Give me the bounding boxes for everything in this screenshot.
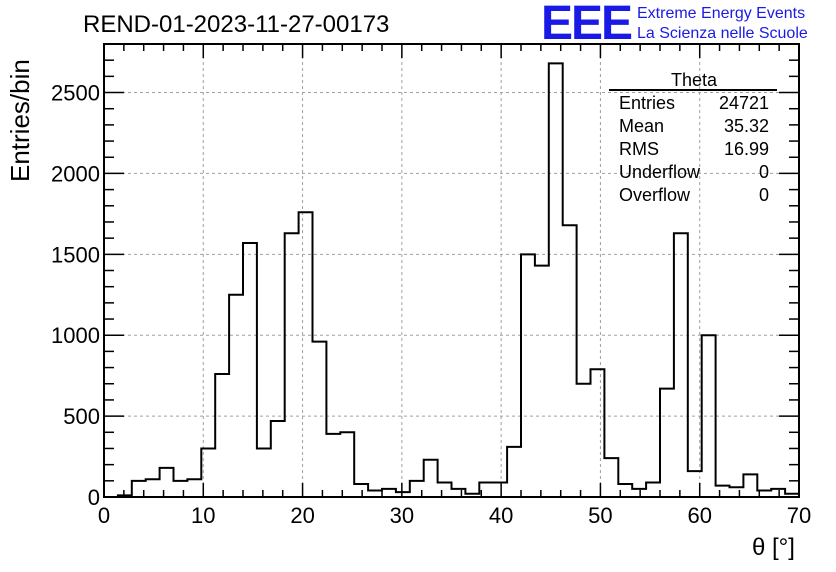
- stats-row-underflow: Underflow 0: [619, 161, 769, 184]
- grid-lines: [104, 44, 799, 497]
- histogram-bin: [549, 63, 563, 497]
- y-tick-label: 500: [63, 404, 100, 429]
- histogram-bin: [493, 482, 507, 497]
- stats-key: Underflow: [619, 162, 701, 182]
- histogram-bin: [354, 484, 368, 497]
- logo-caption-line2: La Scienza nelle Scuole: [637, 25, 808, 42]
- x-axis-label: θ [°]: [752, 534, 795, 561]
- histogram-bin: [632, 489, 646, 497]
- histogram-bin: [771, 489, 785, 497]
- x-tick-label: 60: [687, 503, 711, 528]
- histogram-bin: [160, 468, 174, 497]
- histogram-bin: [702, 335, 716, 497]
- x-tick-label: 50: [588, 503, 612, 528]
- stats-row-overflow: Overflow 0: [619, 184, 769, 207]
- histogram-bin: [215, 374, 229, 497]
- stats-row-mean: Mean 35.32: [619, 115, 769, 138]
- stats-row-entries: Entries 24721: [619, 92, 769, 115]
- histogram-bin: [285, 233, 299, 497]
- histogram-bin: [424, 460, 438, 497]
- histogram-bin: [313, 342, 327, 497]
- histogram-bin: [660, 389, 674, 497]
- histogram-bin: [730, 487, 744, 497]
- axis-ticks: [103, 43, 800, 498]
- y-tick-label: 1500: [51, 242, 100, 267]
- histogram-bin: [674, 233, 688, 497]
- run-title: REND-01-2023-11-27-00173: [83, 11, 390, 38]
- x-tick-label: 30: [390, 503, 414, 528]
- stats-box: Theta Entries 24721 Mean 35.32 RMS 16.99…: [609, 70, 779, 205]
- logo-caption-line1: Extreme Energy Events: [637, 5, 806, 22]
- stats-value: 0: [758, 162, 769, 182]
- histogram-bin: [591, 369, 605, 497]
- stats-divider: [609, 89, 777, 91]
- histogram-bin: [174, 481, 188, 497]
- tick-labels: 0 10 20 30 40 50 60 70 0 500 1000 1500 2000 2500: [51, 81, 811, 528]
- histogram-outline: [104, 62, 800, 498]
- histogram-bin: [187, 479, 201, 497]
- histogram-bin: [507, 447, 521, 497]
- histogram-bin: [257, 448, 271, 497]
- histogram-bin: [299, 212, 313, 497]
- histogram-bin: [521, 254, 535, 497]
- stats-row-rms: RMS 16.99: [619, 138, 769, 161]
- histogram-bin: [577, 384, 591, 497]
- histogram-bin: [438, 482, 452, 497]
- x-tick-label: 40: [489, 503, 513, 528]
- y-tick-label: 1000: [51, 323, 100, 348]
- histogram-bin: [452, 489, 466, 497]
- histogram-bin: [382, 489, 396, 497]
- x-tick-label: 0: [98, 503, 110, 528]
- histogram-bins: [104, 62, 800, 498]
- histogram-bin: [646, 482, 660, 497]
- stats-key: Entries: [619, 93, 676, 113]
- histogram-bin: [229, 295, 243, 497]
- histogram-bin: [743, 474, 757, 497]
- stats-value: 35.32: [723, 116, 769, 136]
- stats-key: Mean: [619, 116, 665, 136]
- histogram-bin: [716, 486, 730, 497]
- x-tick-label: 20: [290, 503, 314, 528]
- histogram-bin: [535, 266, 549, 497]
- histogram-bin: [146, 479, 160, 497]
- stats-value: 16.99: [723, 139, 769, 159]
- y-tick-label: 2000: [51, 161, 100, 186]
- stats-title: Theta: [670, 70, 718, 90]
- stats-key: Overflow: [619, 185, 691, 205]
- y-axis-label: Entries/bin: [5, 59, 35, 182]
- stats-value: 24721: [718, 93, 769, 113]
- histogram-bin: [243, 243, 257, 497]
- x-tick-label: 10: [191, 503, 215, 528]
- histogram-bin: [326, 434, 340, 497]
- eee-logo: EEE: [541, 0, 633, 50]
- stats-value: 0: [758, 185, 769, 205]
- y-tick-label: 0: [88, 485, 100, 510]
- histogram-bin: [563, 225, 577, 497]
- histogram-bin: [271, 421, 285, 497]
- histogram-bin: [340, 432, 354, 497]
- histogram-bin: [604, 458, 618, 497]
- y-tick-label: 2500: [51, 81, 100, 106]
- stats-key: RMS: [619, 139, 659, 159]
- x-tick-label: 70: [787, 503, 811, 528]
